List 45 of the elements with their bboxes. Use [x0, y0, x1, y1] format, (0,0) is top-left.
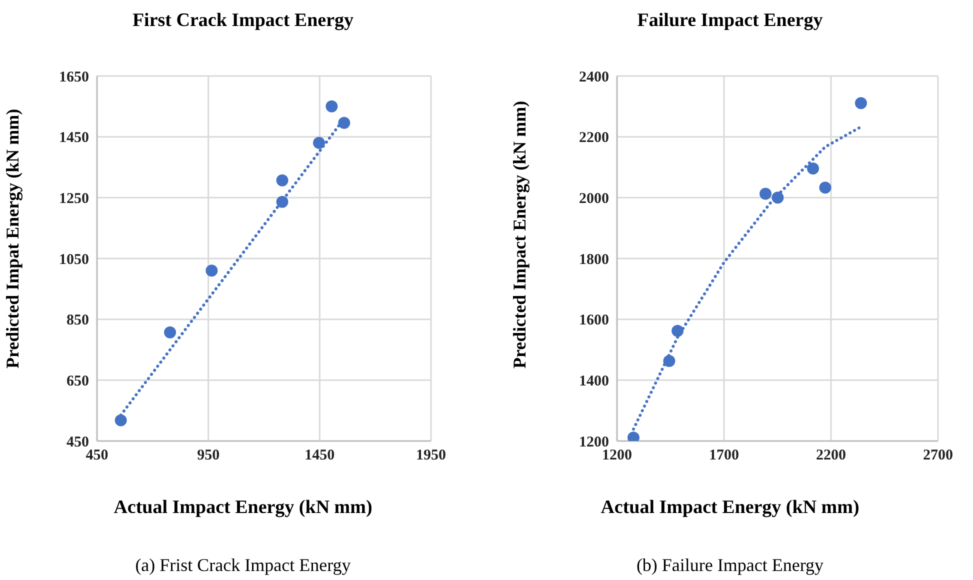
x-tick-label: 2200: [816, 448, 846, 464]
point: [276, 174, 288, 186]
point: [672, 324, 684, 337]
point: [313, 136, 325, 149]
point: [807, 162, 820, 174]
point: [854, 97, 867, 110]
y-tick-label: 1800: [579, 252, 609, 268]
text: (b) Failure Impact Energy: [635, 555, 825, 576]
x-tick-label: 450: [86, 448, 108, 464]
text: (a) Frist Crack Impact Energy: [134, 555, 352, 576]
y-tick-label: 2200: [579, 130, 609, 146]
point: [663, 355, 676, 368]
y-tick-label: 650: [66, 373, 89, 390]
y-tick-label: 2400: [579, 69, 609, 86]
y-tick-label: 2000: [579, 190, 609, 207]
point: [206, 264, 218, 277]
y-tick-label: 1050: [59, 252, 89, 268]
x-axis-title: Actual Impact Energy (kN mm): [600, 497, 860, 519]
y-tick-label: 1600: [579, 312, 609, 329]
point: [338, 116, 350, 129]
chart-title: First Crack Impact Energy: [131, 10, 355, 32]
x-axis-title: Actual Impact Energy (kN mm): [112, 497, 374, 519]
x-tick-label: 1200: [602, 448, 632, 464]
y-tick-label: 1400: [579, 373, 609, 390]
y-axis-title: Predicted Impat Energy (kN mm): [2, 108, 22, 368]
y-tick-label: 1650: [59, 69, 89, 86]
point: [760, 188, 772, 200]
y-tick-label: 1200: [579, 434, 609, 450]
point: [114, 414, 127, 426]
point: [819, 182, 832, 194]
x-tick-label: 950: [197, 448, 220, 464]
y-axis-title: Predicted Impact Energy (kN mm): [509, 100, 530, 368]
x-tick-label: 1450: [304, 448, 335, 464]
y-tick-label: 1450: [59, 130, 89, 146]
x-tick-label: 2700: [923, 448, 953, 464]
point: [326, 100, 338, 112]
point: [164, 326, 176, 338]
x-tick-label: 1700: [709, 448, 739, 464]
y-tick-label: 850: [66, 312, 89, 329]
x-tick-label: 1950: [416, 448, 446, 464]
y-tick-label: 450: [66, 434, 89, 450]
point: [772, 192, 784, 204]
y-tick-label: 1250: [59, 190, 89, 207]
point: [276, 196, 288, 208]
chart-title: Failure Impact Energy: [636, 10, 824, 32]
